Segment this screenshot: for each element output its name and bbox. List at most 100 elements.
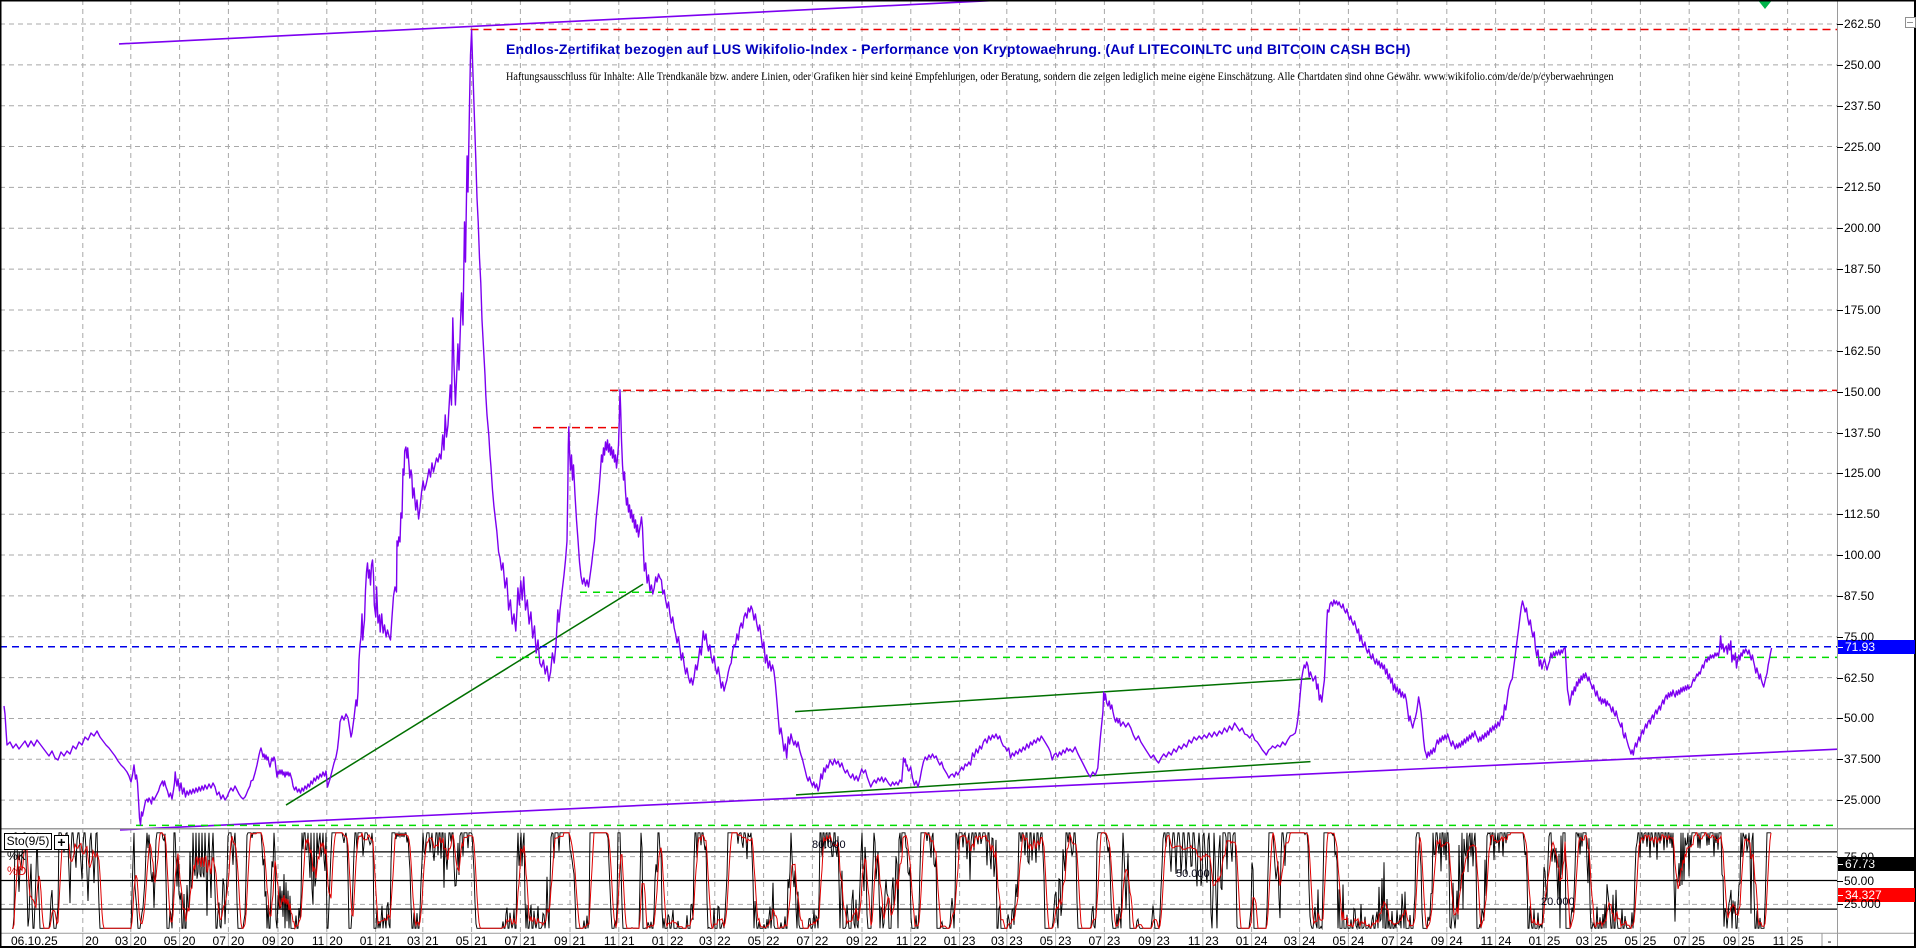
chart-title: Endlos-Zertifikat bezogen auf LUS Wikifo…: [506, 41, 1411, 57]
y-axis-tick: [1837, 636, 1843, 638]
x-axis-year-label: 21: [522, 934, 537, 948]
x-axis-year-label: 25: [1691, 934, 1706, 948]
x-axis-year-label: 20: [329, 934, 343, 948]
x-axis-year-label: 22: [766, 934, 780, 948]
minus-icon: [1907, 22, 1913, 23]
y-axis-label: 262.50: [1844, 17, 1881, 31]
y-axis-label: 62.50: [1844, 670, 1875, 685]
y-axis-tick: [1837, 718, 1843, 720]
x-axis-month-label: 09: [1722, 934, 1737, 948]
y-axis-label: 50.00: [1844, 711, 1875, 726]
indicator-add-button[interactable]: +: [54, 835, 69, 850]
y-axis-label: 200.00: [1844, 221, 1881, 236]
y-axis-label: 87.50: [1844, 588, 1875, 603]
y-axis-tick: [1837, 269, 1843, 271]
x-axis-month-label: 11: [1480, 934, 1494, 948]
y-axis-label: 112.50: [1844, 507, 1880, 522]
sto-axis-label: 75.00: [1844, 849, 1875, 864]
x-axis-year-label: 20: [230, 934, 245, 948]
last-price-badge: 71.93: [1838, 639, 1915, 654]
y-axis-tick: [1837, 677, 1843, 679]
x-axis-year-label: 22: [670, 934, 684, 948]
x-axis-month-label: 11: [603, 934, 617, 948]
x-axis-year-label: 25: [1546, 934, 1561, 948]
y-axis-label: 37.500: [1844, 752, 1881, 767]
x-axis-year-label: 25: [1594, 934, 1608, 948]
x-axis-strip[interactable]: 06.10.25 20 03 20 05 20 07 20 09 20 11 20 01 21 03 21 05…: [0, 933, 1837, 948]
x-axis-year-label: 23: [1156, 934, 1170, 948]
y-axis-tick: [1837, 105, 1843, 107]
x-axis-month-label: 01: [1528, 934, 1542, 948]
axis-collapse-icon[interactable]: [1905, 17, 1916, 28]
y-axis-label: 225.00: [1844, 139, 1881, 154]
y-axis-label: 162.50: [1844, 343, 1881, 358]
x-axis-month-label: 07: [1088, 934, 1102, 948]
x-axis-month-label: 03: [114, 934, 129, 948]
x-axis-first-label: 06.10.25: [11, 934, 58, 948]
x-axis-month-label: 05: [163, 934, 178, 948]
sto-d-legend: %D: [7, 864, 27, 878]
x-axis-month-label: 11: [311, 934, 325, 948]
x-axis-year-label: 20: [182, 934, 196, 948]
y-axis-label: 137.50: [1844, 425, 1881, 440]
x-axis-year-label: 23: [962, 934, 976, 948]
y-axis-tick: [1837, 350, 1843, 352]
y-axis-tick: [1837, 24, 1843, 25]
badge-tick: [1838, 895, 1843, 897]
y-axis-tick: [1837, 432, 1843, 434]
x-axis-year-label: 20: [133, 934, 147, 948]
x-axis-month-label: 09: [846, 934, 860, 948]
y-axis-tick: [1837, 146, 1843, 148]
x-axis-month-label: 09: [554, 934, 568, 948]
x-axis-month-label: 03: [990, 934, 1005, 948]
badge-tick: [1838, 863, 1843, 865]
latest-data-marker-icon: [1759, 1, 1771, 9]
sto-axis-label: 25.000: [1844, 897, 1881, 912]
x-axis-month-label: 11: [1187, 934, 1201, 948]
x-axis-month-label: 03: [1283, 934, 1298, 948]
y-axis-tick: [1837, 555, 1843, 557]
x-axis-month-label: 07: [504, 934, 518, 948]
x-axis-year-label: 22: [913, 934, 927, 948]
sto-d-line: [12, 832, 1772, 931]
y-axis-label: 75.00: [1844, 629, 1875, 644]
x-axis-year-label: 23: [1009, 934, 1023, 948]
x-axis-month-label: 11: [1772, 934, 1786, 948]
price-line: [3, 29, 1773, 826]
x-axis-year-label: 21: [425, 934, 439, 948]
indicator-label-box[interactable]: Sto(9/5): [4, 833, 52, 850]
x-axis-month-label: 05: [747, 934, 762, 948]
y-axis-tick: [1837, 473, 1843, 475]
x-axis-month-label: 05: [1332, 934, 1346, 948]
x-axis-month-label: 03: [406, 934, 421, 948]
y-axis-tick: [1837, 228, 1843, 230]
x-axis-month-label: 09: [1430, 934, 1445, 948]
sto-level-label: 80.000: [812, 838, 846, 851]
x-axis-month-label: 07: [796, 934, 810, 948]
green-trendline: [794, 677, 1312, 713]
x-axis-year-label: 23: [1106, 934, 1121, 948]
x-axis-year-label: 24: [1498, 934, 1512, 948]
sto-d-badge: 34.327: [1838, 888, 1915, 903]
y-axis-label: 250.00: [1844, 57, 1881, 72]
x-axis-month-label: 01: [359, 934, 374, 948]
y-axis-tick: [1837, 187, 1843, 189]
x-axis-year-label: 24: [1254, 934, 1268, 948]
y-axis-tick: [1837, 800, 1843, 802]
purple-trendline: [119, 748, 1838, 831]
sto-axis-tick: [1837, 856, 1843, 858]
x-axis-month-label: 01: [1235, 934, 1250, 948]
x-axis-month-label: 07: [1381, 934, 1395, 948]
x-axis-month-label: 05: [1039, 934, 1054, 948]
x-axis-year-label: 22: [717, 934, 731, 948]
x-axis-year-label: 21: [621, 934, 635, 948]
x-axis-year-label: 20: [280, 934, 294, 948]
x-axis-month-label: 03: [698, 934, 713, 948]
y-axis-tick: [1837, 64, 1843, 66]
y-axis-tick: [1837, 514, 1843, 516]
x-axis-year-label: 22: [864, 934, 878, 948]
badge-tick: [1838, 646, 1843, 648]
